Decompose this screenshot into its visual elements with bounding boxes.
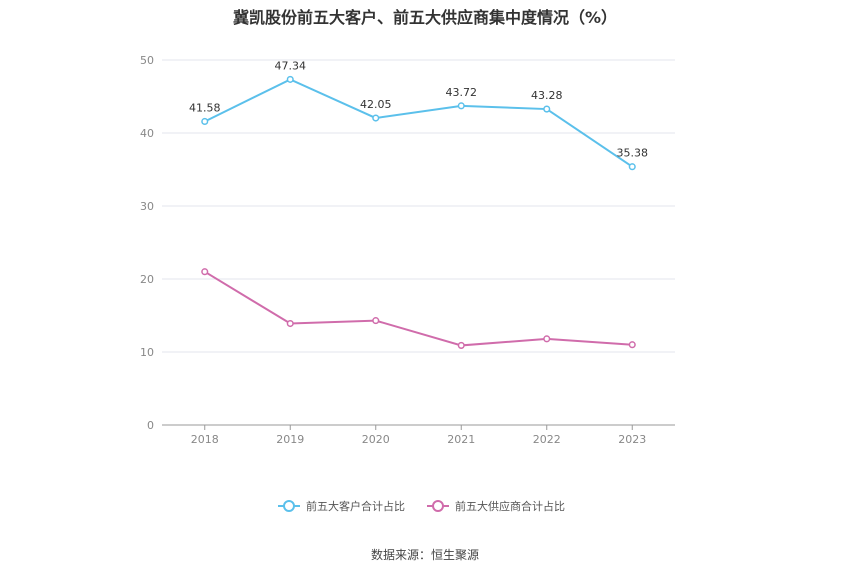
data-point (543, 105, 551, 113)
x-tick-label: 2023 (618, 433, 646, 446)
y-tick-label: 10 (140, 346, 154, 359)
x-tick-label: 2019 (276, 433, 304, 446)
data-point (628, 341, 636, 349)
grid-lines (162, 59, 675, 353)
x-tick-label: 2021 (447, 433, 475, 446)
data-point (201, 268, 209, 276)
data-point (457, 341, 465, 349)
y-tick-label: 0 (147, 419, 154, 432)
data-point (457, 102, 465, 110)
chart-title: 冀凯股份前五大客户、前五大供应商集中度情况（%） (232, 8, 618, 27)
legend-label: 前五大供应商合计占比 (455, 499, 565, 513)
data-source: 数据来源：恒生聚源 (370, 548, 479, 562)
data-label: 43.72 (446, 86, 478, 99)
data-point (543, 335, 551, 343)
series-line-1 (204, 270, 633, 347)
series-layer (201, 75, 636, 349)
x-tick-label: 2018 (191, 433, 219, 446)
x-tick-label: 2022 (533, 433, 561, 446)
data-point (286, 75, 294, 83)
axes: 0 10 20 30 40 50 2018 2019 2020 2021 2022 2023 (140, 54, 675, 446)
y-tick-label: 40 (140, 127, 154, 140)
x-tick-label: 2020 (362, 433, 390, 446)
data-point (628, 163, 636, 171)
series-line-0 (204, 78, 633, 168)
data-point (372, 114, 380, 122)
data-label: 42.05 (360, 98, 392, 111)
legend-label: 前五大客户合计占比 (306, 499, 405, 513)
legend-marker (432, 500, 444, 512)
data-label: 35.38 (617, 147, 649, 160)
legend-marker (283, 500, 295, 512)
y-tick-label: 30 (140, 200, 154, 213)
data-point (201, 117, 209, 126)
data-label: 47.34 (275, 59, 307, 72)
data-label: 43.28 (531, 89, 563, 102)
data-point (372, 317, 380, 325)
legend: 前五大客户合计占比 前五大供应商合计占比 (278, 499, 565, 513)
data-point (286, 319, 294, 328)
data-labels: 41.58 47.34 42.05 43.72 43.28 35.38 (189, 59, 648, 159)
y-tick-label: 20 (140, 273, 154, 286)
data-label: 41.58 (189, 101, 221, 114)
y-tick-label: 50 (140, 54, 154, 67)
